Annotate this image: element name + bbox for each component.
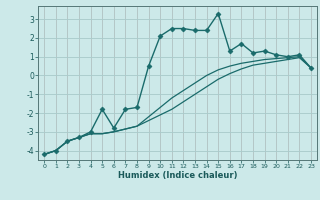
X-axis label: Humidex (Indice chaleur): Humidex (Indice chaleur) <box>118 171 237 180</box>
